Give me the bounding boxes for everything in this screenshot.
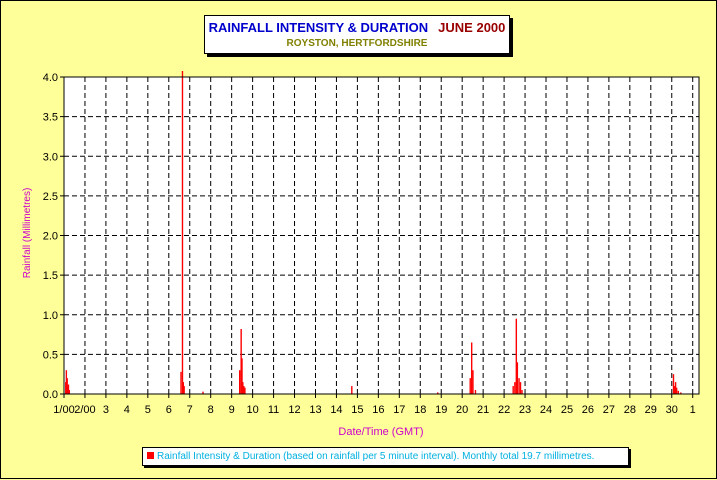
- rainfall-bar: [67, 384, 70, 394]
- rainfall-bar: [677, 390, 680, 394]
- y-tick-label: 0.0: [43, 389, 58, 401]
- rainfall-bar: [244, 387, 246, 394]
- x-tick-label: 16: [372, 404, 384, 416]
- rainfall-bar: [241, 358, 243, 394]
- x-tick-label: 29: [645, 404, 657, 416]
- rainfall-bar: [515, 318, 518, 394]
- x-tick-label: 25: [561, 404, 573, 416]
- x-tick-label: 2/00: [74, 404, 95, 416]
- rainfall-bar: [469, 378, 471, 394]
- rainfall-bar: [672, 374, 675, 394]
- x-tick-label: 14: [330, 404, 342, 416]
- rainfall-bar: [243, 386, 245, 394]
- plot-border: [63, 76, 700, 395]
- x-axis-label: Date/Time (GMT): [338, 426, 423, 438]
- rainfall-bar: [242, 382, 244, 394]
- x-tick-label: 23: [519, 404, 531, 416]
- rainfall-bar: [521, 390, 523, 394]
- rainfall-bar: [202, 391, 204, 394]
- rainfall-bar: [514, 382, 516, 394]
- x-tick-label: 13: [309, 404, 321, 416]
- y-tick-label: 2.0: [43, 231, 58, 243]
- rainfall-bar: [674, 382, 677, 394]
- y-tick-label: 1.0: [43, 310, 58, 322]
- rainfall-bar: [675, 387, 678, 394]
- x-tick-label: 4: [124, 404, 130, 416]
- legend: Rainfall Intensity & Duration (based on …: [142, 447, 629, 466]
- x-tick-label: 1/00: [53, 404, 74, 416]
- x-tick-label: 8: [208, 404, 214, 416]
- rainfall-bar: [673, 386, 676, 394]
- y-tick-label: 3.5: [43, 112, 58, 124]
- x-tick-label: 6: [166, 404, 172, 416]
- y-tick-label: 0.5: [43, 349, 58, 361]
- x-tick-label: 7: [187, 404, 193, 416]
- x-tick-label: 19: [435, 404, 447, 416]
- x-tick-label: 18: [414, 404, 426, 416]
- grid: [64, 76, 699, 394]
- rainfall-bar: [472, 370, 474, 394]
- rainfall-bar: [470, 342, 473, 394]
- title-line: RAINFALL INTENSITY & DURATION JUNE 2000: [205, 20, 509, 35]
- x-tick-label: 22: [498, 404, 510, 416]
- rainfall-bar: [240, 329, 242, 394]
- x-tick-label: 24: [540, 404, 552, 416]
- x-tick-label: 10: [246, 404, 258, 416]
- x-tick-label: 5: [145, 404, 151, 416]
- title-box: RAINFALL INTENSITY & DURATION JUNE 2000 R…: [204, 15, 510, 54]
- x-tick-label: 3: [103, 404, 109, 416]
- x-tick-label: 27: [603, 404, 615, 416]
- y-tick-labels: 0.0 0.5 1.0 1.5 2.0 2.5 3.0 3.5 4.0: [43, 72, 58, 401]
- axes: [60, 76, 700, 398]
- rainfall-bar: [351, 386, 353, 394]
- x-tick-label: 1: [690, 404, 696, 416]
- y-tick-label: 3.0: [43, 151, 58, 163]
- x-tick-label: 9: [229, 404, 235, 416]
- x-tick-label: 15: [351, 404, 363, 416]
- x-tick-label: 30: [666, 404, 678, 416]
- x-tick-label: 12: [288, 404, 300, 416]
- y-axis-label: Rainfall (Millimetres): [22, 188, 33, 279]
- x-tick-label: 26: [582, 404, 594, 416]
- rainfall-bar: [181, 71, 184, 394]
- y-tick-label: 2.5: [43, 191, 58, 203]
- x-tick-label: 28: [624, 404, 636, 416]
- rainfall-bar: [516, 362, 519, 394]
- rainfall-bar: [182, 382, 185, 394]
- rainfall-bar: [437, 392, 439, 394]
- x-tick-label: 21: [477, 404, 489, 416]
- rainfall-bar: [518, 378, 520, 394]
- x-tick-labels: 1/00 2/00 3 4 5 6 7 8 9 10 11 12 13 14 15 16 17 18 19 20 21 2…: [53, 404, 695, 416]
- rainfall-bar: [238, 370, 241, 394]
- rainfall-bar: [183, 386, 185, 394]
- x-tick-label: 17: [393, 404, 405, 416]
- rainfall-bar: [512, 386, 514, 394]
- rainfall-bar: [474, 390, 477, 394]
- rainfall-bar: [519, 382, 522, 394]
- y-tick-label: 1.5: [43, 270, 58, 282]
- y-tick-label: 4.0: [43, 72, 58, 84]
- rainfall-bar: [680, 392, 682, 394]
- rainfall-bars: [65, 71, 682, 394]
- legend-swatch: [147, 452, 154, 459]
- x-tick-label: 11: [268, 404, 279, 416]
- legend-label: Rainfall Intensity & Duration (based on …: [157, 451, 595, 462]
- rainfall-bar: [65, 370, 68, 394]
- chart-subtitle: ROYSTON, HERTFORDSHIRE: [286, 38, 428, 49]
- chart-title-month: JUNE 2000: [438, 20, 506, 35]
- rainfall-bar: [68, 390, 71, 394]
- rainfall-bar: [180, 371, 182, 394]
- chart-title: RAINFALL INTENSITY & DURATION: [208, 20, 429, 35]
- x-tick-label: 20: [456, 404, 468, 416]
